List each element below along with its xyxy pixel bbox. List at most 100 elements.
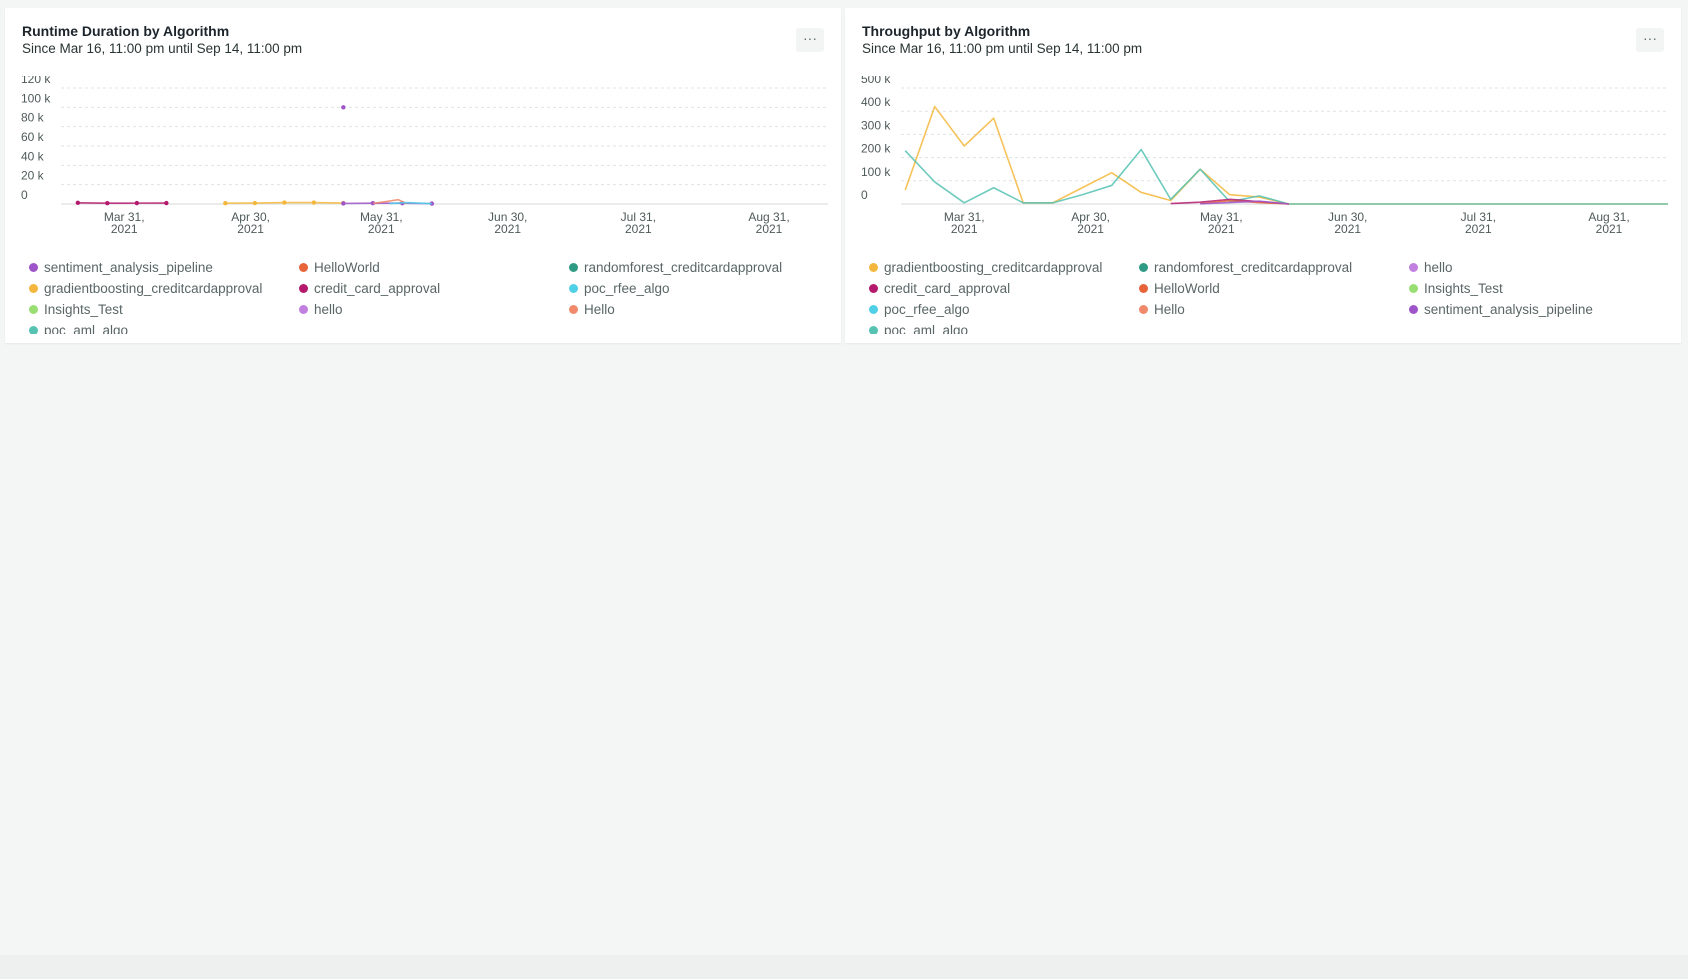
legend-item[interactable]: gradientboosting_creditcardapproval bbox=[869, 260, 1102, 275]
legend-color-dot bbox=[1139, 284, 1148, 293]
data-point-gradientboosting_creditcardapproval bbox=[252, 200, 258, 206]
legend-color-dot bbox=[1409, 263, 1418, 272]
y-tick-label: 0 bbox=[21, 188, 28, 202]
data-point-gradientboosting_creditcardapproval bbox=[311, 200, 317, 205]
legend-label: Insights_Test bbox=[44, 302, 123, 317]
y-tick-label: 120 k bbox=[21, 76, 51, 86]
legend-item[interactable]: poc_rfee_algo bbox=[569, 281, 670, 296]
legend-item[interactable]: Insights_Test bbox=[1409, 281, 1503, 296]
legend-item[interactable]: credit_card_approval bbox=[869, 281, 1010, 296]
x-tick-label-line: Apr 30, bbox=[1071, 210, 1110, 224]
x-tick-label-line: 2021 bbox=[368, 222, 395, 236]
x-tick-label: Apr 30, 2021 bbox=[231, 210, 270, 236]
legend-color-dot bbox=[569, 263, 578, 272]
legend-label: gradientboosting_creditcardapproval bbox=[884, 260, 1103, 275]
legend-item[interactable]: poc_aml_algo bbox=[869, 323, 968, 334]
chart-legend: gradientboosting_creditcardapproval rando… bbox=[869, 260, 1669, 334]
legend-label: Hello bbox=[584, 302, 615, 317]
y-tick-label: 300 k bbox=[861, 118, 891, 132]
x-tick-label-line: Jul 31, bbox=[1461, 210, 1496, 224]
x-tick-label-line: Aug 31, bbox=[748, 210, 789, 224]
data-point-credit_card_approval bbox=[134, 200, 140, 206]
legend-color-dot bbox=[1139, 305, 1148, 314]
legend-item[interactable]: sentiment_analysis_pipeline bbox=[1409, 302, 1593, 317]
legend-label: poc_aml_algo bbox=[884, 323, 969, 334]
x-tick-label-line: May 31, bbox=[1200, 210, 1243, 224]
x-tick-label: Jun 30, 2021 bbox=[1328, 210, 1367, 236]
legend-item[interactable]: HelloWorld bbox=[299, 260, 380, 275]
y-tick-label: 0 bbox=[861, 188, 868, 202]
legend-item[interactable]: poc_rfee_algo bbox=[869, 302, 970, 317]
legend-label: gradientboosting_creditcardapproval bbox=[44, 281, 263, 296]
x-tick-label: Jul 31, 2021 bbox=[1461, 210, 1496, 236]
legend-item[interactable]: hello bbox=[1409, 260, 1453, 275]
legend-item[interactable]: gradientboosting_creditcardapproval bbox=[29, 281, 262, 296]
x-tick-label-line: 2021 bbox=[1465, 222, 1492, 236]
y-tick-label: 400 k bbox=[861, 95, 891, 109]
series-line-sentiment_analysis_pipeline bbox=[1200, 200, 1289, 205]
y-tick-label: 500 k bbox=[861, 76, 891, 86]
more-options-button[interactable]: ··· bbox=[1636, 28, 1664, 52]
legend-label: Insights_Test bbox=[1424, 281, 1503, 296]
y-tick-label: 20 k bbox=[21, 169, 45, 183]
legend-item[interactable]: randomforest_creditcardapproval bbox=[569, 260, 782, 275]
legend-item[interactable]: Insights_Test bbox=[29, 302, 123, 317]
data-point-gradientboosting_creditcardapproval bbox=[223, 201, 228, 206]
legend-label: HelloWorld bbox=[314, 260, 380, 275]
x-tick-label-line: 2021 bbox=[494, 222, 521, 236]
legend-item[interactable]: credit_card_approval bbox=[299, 281, 440, 296]
x-tick-label-line: 2021 bbox=[1334, 222, 1361, 236]
legend-label: HelloWorld bbox=[1154, 281, 1220, 296]
legend-color-dot bbox=[29, 284, 38, 293]
data-point-credit_card_approval bbox=[105, 201, 110, 206]
legend-color-dot bbox=[1409, 305, 1418, 314]
legend-color-dot bbox=[29, 326, 38, 334]
y-tick-label: 100 k bbox=[861, 165, 891, 179]
legend-item[interactable]: sentiment_analysis_pipeline bbox=[29, 260, 213, 275]
legend-color-dot bbox=[569, 284, 578, 293]
y-tick-label: 200 k bbox=[861, 142, 891, 156]
x-tick-label-line: Mar 31, bbox=[104, 210, 145, 224]
legend-item[interactable]: Hello bbox=[569, 302, 615, 317]
legend-color-dot bbox=[29, 263, 38, 272]
legend-color-dot bbox=[299, 284, 308, 293]
runtime-duration-widget: Runtime Duration by Algorithm Since Mar … bbox=[5, 8, 841, 343]
x-tick-label: Jul 31, 2021 bbox=[621, 210, 656, 236]
legend-label: hello bbox=[314, 302, 343, 317]
legend-color-dot bbox=[869, 284, 878, 293]
x-tick-label-line: 2021 bbox=[1596, 222, 1623, 236]
chart-legend: sentiment_analysis_pipeline HelloWorld ran… bbox=[29, 260, 829, 334]
series-line-poc_rfee_algo bbox=[389, 201, 432, 205]
x-tick-label: Aug 31, 2021 bbox=[1588, 210, 1629, 236]
widget-title: Runtime Duration by Algorithm bbox=[22, 23, 230, 39]
x-tick-label: Aug 31, 2021 bbox=[748, 210, 789, 236]
legend-item[interactable]: HelloWorld bbox=[1139, 281, 1220, 296]
legend-label: sentiment_analysis_pipeline bbox=[44, 260, 213, 275]
legend-item[interactable]: randomforest_creditcardapproval bbox=[1139, 260, 1352, 275]
series-line-gradientboosting_creditcardapproval bbox=[904, 105, 1668, 205]
legend-item[interactable]: poc_aml_algo bbox=[29, 323, 128, 334]
series-line-poc_aml_algo bbox=[904, 148, 1668, 205]
x-tick-label-line: Jun 30, bbox=[488, 210, 527, 224]
legend-item[interactable]: Hello bbox=[1139, 302, 1185, 317]
legend-label: credit_card_approval bbox=[884, 281, 1011, 296]
legend-color-dot bbox=[299, 305, 308, 314]
legend-color-dot bbox=[299, 263, 308, 272]
y-tick-label: 40 k bbox=[21, 149, 45, 163]
legend-label: randomforest_creditcardapproval bbox=[1154, 260, 1353, 275]
more-options-button[interactable]: ··· bbox=[796, 28, 824, 52]
legend-label: randomforest_creditcardapproval bbox=[584, 260, 783, 275]
x-tick-label-line: 2021 bbox=[951, 222, 978, 236]
legend-label: hello bbox=[1424, 260, 1453, 275]
legend-label: poc_aml_algo bbox=[44, 323, 129, 334]
legend-color-dot bbox=[869, 305, 878, 314]
y-tick-label: 60 k bbox=[21, 130, 45, 144]
x-tick-label-line: Jul 31, bbox=[621, 210, 656, 224]
x-tick-label-line: Mar 31, bbox=[944, 210, 985, 224]
legend-color-dot bbox=[1409, 284, 1418, 293]
y-tick-label: 80 k bbox=[21, 111, 45, 125]
legend-color-dot bbox=[869, 326, 878, 334]
dashboard-canvas: Runtime Duration by Algorithm Since Mar … bbox=[5, 8, 1681, 343]
legend-item[interactable]: hello bbox=[299, 302, 343, 317]
x-tick-label-line: 2021 bbox=[237, 222, 264, 236]
